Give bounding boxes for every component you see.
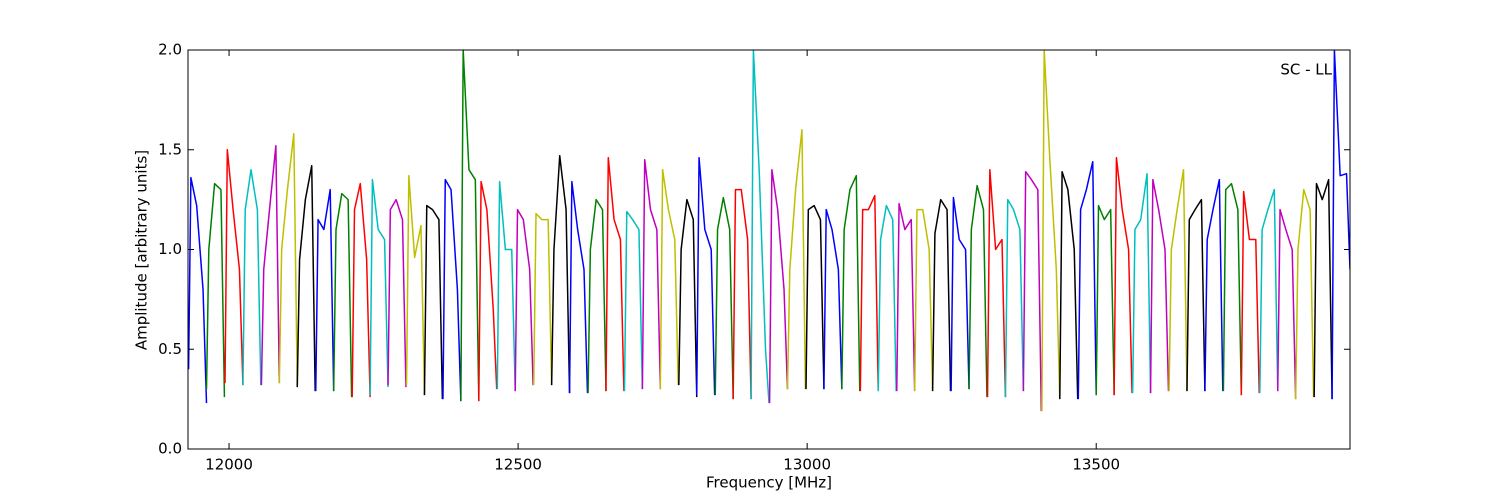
series-line bbox=[877, 204, 897, 392]
series-line bbox=[1313, 178, 1333, 400]
series-line bbox=[968, 184, 988, 398]
series-line bbox=[315, 188, 335, 392]
y-tick-label: 0.5 bbox=[158, 340, 182, 358]
series-line bbox=[478, 180, 498, 402]
series-line bbox=[1059, 170, 1079, 400]
y-axis-label: Amplitude [arbitrary units] bbox=[133, 150, 151, 350]
series-line bbox=[823, 208, 843, 390]
series-line bbox=[931, 198, 952, 392]
series-line bbox=[369, 178, 389, 396]
series-line bbox=[387, 198, 407, 388]
plot-lines bbox=[188, 50, 1350, 412]
series-line bbox=[1041, 50, 1061, 412]
y-tick-label: 1.5 bbox=[158, 140, 182, 158]
series-line bbox=[659, 168, 679, 390]
series-line bbox=[1168, 168, 1188, 392]
series-line bbox=[1113, 156, 1133, 396]
series-line bbox=[1022, 170, 1043, 412]
series-line bbox=[986, 168, 1007, 398]
x-tick-label: 12500 bbox=[494, 456, 542, 474]
series-line bbox=[224, 149, 244, 386]
series-line bbox=[805, 204, 825, 390]
series-line bbox=[678, 198, 698, 398]
series-line bbox=[841, 174, 861, 392]
series-line bbox=[732, 188, 752, 400]
series-line bbox=[641, 158, 662, 390]
series-line bbox=[205, 182, 226, 398]
x-tick-label: 13000 bbox=[783, 456, 831, 474]
series-line bbox=[768, 168, 789, 404]
series-line bbox=[351, 182, 371, 398]
series-line bbox=[1294, 188, 1315, 400]
series-line bbox=[587, 198, 607, 394]
x-tick-label: 13500 bbox=[1072, 456, 1120, 474]
series-line bbox=[623, 210, 644, 392]
x-tick-label: 12000 bbox=[205, 456, 253, 474]
series-line bbox=[1149, 178, 1170, 394]
series-line bbox=[496, 180, 516, 392]
series-line bbox=[695, 156, 716, 396]
series-line bbox=[242, 168, 262, 386]
series-line bbox=[859, 194, 880, 392]
series-line bbox=[1004, 198, 1025, 398]
series-line bbox=[1204, 178, 1224, 392]
series-line bbox=[514, 208, 534, 392]
series-line bbox=[913, 208, 934, 392]
series-line bbox=[1186, 198, 1206, 392]
series-line bbox=[423, 204, 444, 400]
series-line bbox=[1077, 160, 1097, 400]
y-tick-label: 2.0 bbox=[158, 41, 182, 59]
series-line bbox=[405, 174, 426, 396]
series-line bbox=[1222, 182, 1243, 396]
series-line bbox=[568, 180, 589, 394]
series-line bbox=[532, 212, 553, 386]
series-line bbox=[605, 156, 625, 392]
series-line bbox=[260, 145, 281, 386]
series-line bbox=[1131, 172, 1152, 394]
series-line bbox=[278, 133, 299, 388]
series-line bbox=[1259, 188, 1279, 394]
x-axis-label: Frequency [MHz] bbox=[706, 474, 832, 492]
series-line bbox=[1331, 50, 1350, 400]
series-line bbox=[896, 202, 916, 392]
y-tick-label: 1.0 bbox=[158, 240, 182, 258]
series-line bbox=[1240, 190, 1260, 396]
series-line bbox=[460, 50, 480, 402]
y-tick-label: 0.0 bbox=[158, 440, 182, 458]
series-line bbox=[950, 196, 970, 392]
series-line bbox=[1095, 204, 1115, 396]
annotation: SC - LL bbox=[1280, 61, 1332, 79]
series-line bbox=[296, 164, 316, 392]
series-line bbox=[442, 178, 462, 402]
series-line bbox=[786, 129, 807, 390]
series-line bbox=[750, 50, 770, 404]
series-line bbox=[188, 176, 208, 404]
series-line bbox=[550, 154, 571, 394]
series-line bbox=[332, 192, 353, 398]
series-line bbox=[1276, 208, 1297, 400]
series-line bbox=[714, 196, 734, 400]
